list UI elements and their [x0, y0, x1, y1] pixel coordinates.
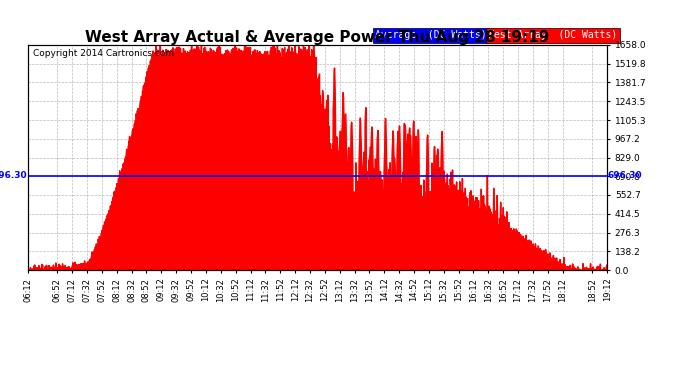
Text: West Array  (DC Watts): West Array (DC Watts): [489, 30, 618, 40]
Text: Average  (DC Watts): Average (DC Watts): [375, 30, 487, 40]
Text: Copyright 2014 Cartronics.com: Copyright 2014 Cartronics.com: [33, 50, 175, 58]
Text: 696.30: 696.30: [608, 171, 642, 180]
Text: 696.30: 696.30: [0, 171, 27, 180]
Title: West Array Actual & Average Power Thu Aug 28 19:19: West Array Actual & Average Power Thu Au…: [85, 30, 550, 45]
